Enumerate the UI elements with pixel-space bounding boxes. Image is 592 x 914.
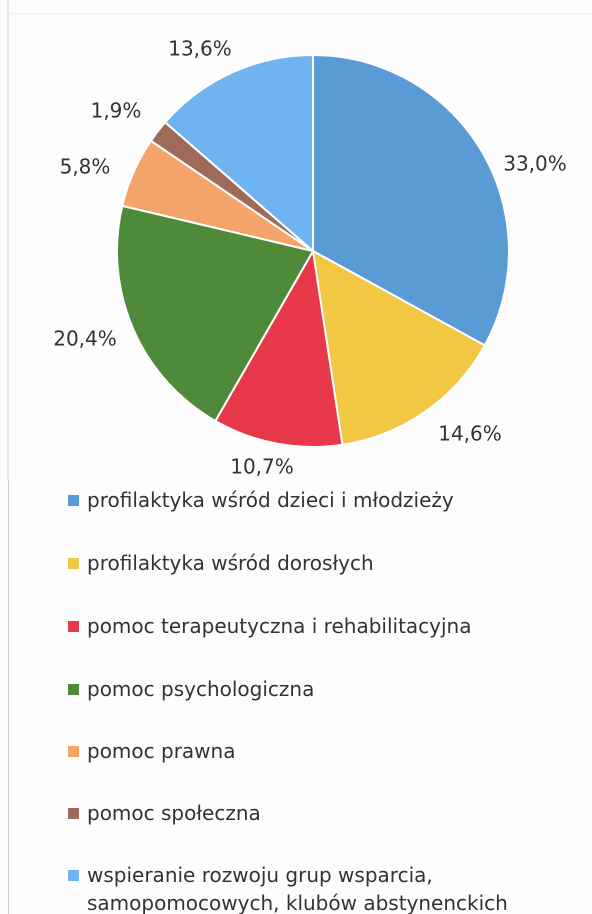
legend-item: pomoc prawna [68,737,538,765]
legend-label: pomoc psychologiczna [87,677,315,701]
chart: 33,0% 14,6% 10,7% 20,4% 5,8% 1,9% 13,6% [7,0,592,480]
pie-slice [311,249,487,446]
data-label: 33,0% [503,152,567,176]
legend-item: wspieranie rozwoju grup wsparcia, samopo… [68,861,538,914]
legend-label: profilaktyka wśród dzieci i młodzieży [87,488,454,512]
legend-label: profilaktyka wśród dorosłych [87,551,374,575]
legend-label: wspieranie rozwoju grup wsparcia, samopo… [87,863,508,914]
data-label: 10,7% [230,455,294,479]
legend-item: profilaktyka wśród dzieci i młodzieży [68,486,538,514]
legend-item: pomoc psychologiczna [68,675,538,703]
data-label: 5,8% [60,155,111,179]
data-label: 1,9% [91,99,142,123]
legend-item: pomoc terapeutyczna i rehabilitacyjna [68,612,538,640]
data-label: 20,4% [53,327,117,351]
legend-swatch [68,558,79,569]
pie-slice [312,53,510,347]
pie-slice [213,248,344,448]
legend-swatch [68,746,79,757]
legend-swatch [68,808,79,819]
legend-item: pomoc społeczna [68,799,538,827]
data-label: 14,6% [438,422,502,446]
legend-swatch [68,870,79,881]
legend-label: pomoc społeczna [87,801,261,825]
legend-item: profilaktyka wśród dorosłych [68,549,538,577]
data-label: 13,6% [168,37,232,61]
legend-swatch [68,684,79,695]
legend-label: pomoc prawna [87,739,236,763]
legend-swatch [68,621,79,632]
legend-label: pomoc terapeutyczna i rehabilitacyjna [87,614,472,638]
pie-slice [116,204,315,423]
border [8,480,9,914]
legend-swatch [68,495,79,506]
pie-slice [163,53,314,254]
